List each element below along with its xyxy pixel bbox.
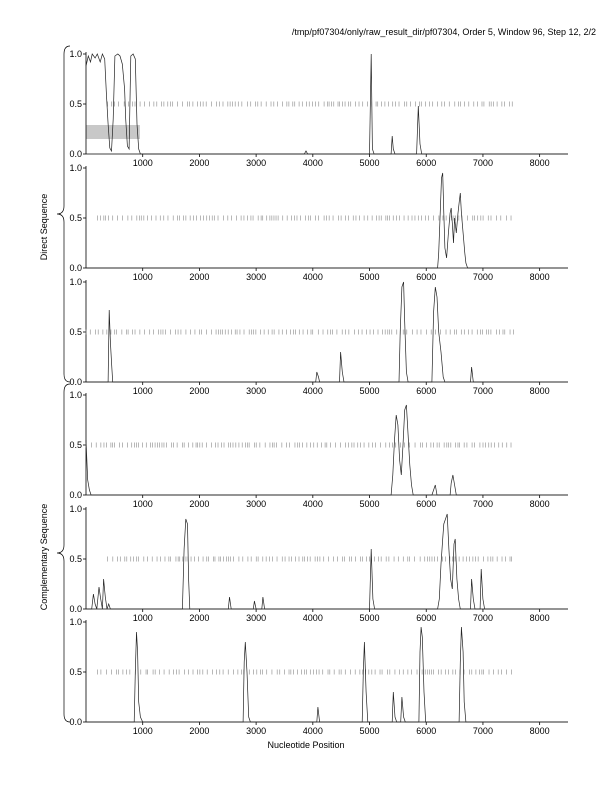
x-tick-label: 3000 xyxy=(246,386,266,396)
x-tick-label: 3000 xyxy=(246,613,266,623)
series-line xyxy=(86,626,568,723)
x-tick-label: 6000 xyxy=(416,158,436,168)
y-tick-label: 0.5 xyxy=(69,99,82,109)
x-tick-label: 1000 xyxy=(133,272,153,282)
x-tick-label: 3000 xyxy=(246,158,266,168)
x-tick-label: 6000 xyxy=(416,726,436,736)
x-tick-label: 6000 xyxy=(416,613,436,623)
x-tick-label: 1000 xyxy=(133,613,153,623)
x-tick-label: 8000 xyxy=(530,726,550,736)
group-label-direct: Direct Sequence xyxy=(39,193,49,261)
x-tick-label: 4000 xyxy=(303,158,323,168)
x-tick-label: 5000 xyxy=(360,613,380,623)
y-tick-label: 0.5 xyxy=(69,327,82,337)
brace-direct xyxy=(56,45,71,383)
x-tick-label: 5000 xyxy=(360,499,380,509)
x-axis-label: Nucleotide Position xyxy=(267,740,345,750)
series-line xyxy=(86,281,568,383)
brace-complementary xyxy=(56,383,71,723)
series-line xyxy=(86,172,568,269)
x-tick-label: 4000 xyxy=(303,272,323,282)
x-tick-label: 8000 xyxy=(530,272,550,282)
x-tick-label: 2000 xyxy=(189,726,209,736)
y-tick-label: 0.0 xyxy=(69,604,82,614)
x-tick-label: 6000 xyxy=(416,499,436,509)
x-tick-label: 7000 xyxy=(473,386,493,396)
x-tick-label: 6000 xyxy=(416,386,436,396)
y-tick-label: 1.0 xyxy=(69,504,82,514)
x-tick-label: 2000 xyxy=(189,158,209,168)
series-line xyxy=(85,404,568,496)
y-tick-label: 0.0 xyxy=(69,149,82,159)
x-tick-label: 1000 xyxy=(133,386,153,396)
y-tick-label: 0.0 xyxy=(69,263,82,273)
series-line xyxy=(85,52,568,155)
x-tick-label: 7000 xyxy=(473,272,493,282)
x-tick-label: 1000 xyxy=(133,158,153,168)
y-tick-label: 0.5 xyxy=(69,554,82,564)
group-label-complementary: Complementary Sequence xyxy=(39,503,49,611)
x-tick-label: 5000 xyxy=(360,726,380,736)
x-tick-label: 8000 xyxy=(530,499,550,509)
x-tick-label: 5000 xyxy=(360,386,380,396)
x-tick-label: 7000 xyxy=(473,158,493,168)
x-tick-label: 2000 xyxy=(189,386,209,396)
y-tick-label: 0.0 xyxy=(69,490,82,500)
x-tick-label: 2000 xyxy=(189,272,209,282)
x-tick-label: 1000 xyxy=(133,499,153,509)
x-tick-label: 2000 xyxy=(189,499,209,509)
x-tick-label: 3000 xyxy=(246,726,266,736)
y-tick-label: 0.0 xyxy=(69,377,82,387)
x-tick-label: 5000 xyxy=(360,158,380,168)
y-tick-label: 0.5 xyxy=(69,213,82,223)
y-tick-label: 1.0 xyxy=(69,390,82,400)
x-tick-label: 2000 xyxy=(189,613,209,623)
x-tick-label: 7000 xyxy=(473,613,493,623)
x-tick-label: 8000 xyxy=(530,613,550,623)
chart-header-title: /tmp/pf07304/only/raw_result_dir/pf07304… xyxy=(291,27,596,37)
x-tick-label: 4000 xyxy=(303,613,323,623)
y-tick-label: 1.0 xyxy=(69,49,82,59)
x-tick-label: 7000 xyxy=(473,726,493,736)
x-tick-label: 5000 xyxy=(360,272,380,282)
y-tick-label: 0.5 xyxy=(69,440,82,450)
y-tick-label: 0.0 xyxy=(69,717,82,727)
x-tick-label: 8000 xyxy=(530,158,550,168)
y-tick-label: 0.5 xyxy=(69,667,82,677)
series-line xyxy=(86,513,568,610)
x-tick-label: 3000 xyxy=(246,272,266,282)
x-tick-label: 3000 xyxy=(246,499,266,509)
x-tick-label: 4000 xyxy=(303,386,323,396)
x-tick-label: 8000 xyxy=(530,386,550,396)
x-tick-label: 6000 xyxy=(416,272,436,282)
y-tick-label: 1.0 xyxy=(69,277,82,287)
x-tick-label: 4000 xyxy=(303,726,323,736)
x-tick-label: 7000 xyxy=(473,499,493,509)
y-tick-label: 1.0 xyxy=(69,163,82,173)
x-tick-label: 4000 xyxy=(303,499,323,509)
x-tick-label: 1000 xyxy=(133,726,153,736)
y-tick-label: 1.0 xyxy=(69,617,82,627)
